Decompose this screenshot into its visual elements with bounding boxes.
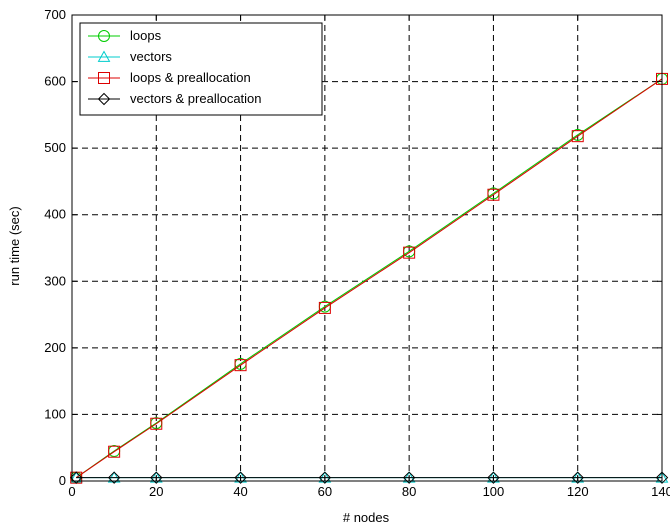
data-point [149,471,163,483]
y-tick-label: 500 [44,140,66,155]
data-point [234,471,247,484]
data-point [655,471,669,484]
data-point [571,471,585,483]
ticks: 0 20 40 60 80 100 120 140 0 100 200 300 400 500 600 700 [44,7,670,499]
x-tick-label: 80 [402,484,416,499]
legend-marker [98,30,110,42]
plot-frame [71,14,663,482]
legend-label: vectors & preallocation [130,91,262,106]
x-tick-label: 0 [68,484,75,499]
y-tick-label: 300 [44,273,66,288]
legend-label: vectors [130,49,172,64]
data-point [69,471,83,483]
y-tick-label: 0 [59,473,66,488]
data-point [150,471,163,484]
legend-entry: vectors & preallocation [88,91,262,106]
legend-box [79,22,323,116]
legend-marker [98,72,110,84]
series-line [75,78,663,479]
data-point [318,471,332,483]
series-line [75,78,663,479]
data-point [234,471,247,483]
y-tick-label: 700 [44,7,66,22]
x-tick-label: 40 [233,484,247,499]
x-tick-label: 140 [651,484,670,499]
y-tick-label: 200 [44,340,66,355]
legend-entry: loops [88,28,162,43]
data-point [571,471,584,484]
data-point [402,471,416,484]
x-tick-label: 100 [483,484,505,499]
x-axis-label: # nodes [343,510,390,525]
legend-label: loops [130,28,162,43]
data-point [403,246,416,259]
data-point [487,471,500,484]
series-group [69,72,669,484]
data-point [487,471,500,483]
data-point [107,471,121,483]
data-point [318,301,331,314]
y-axis-label: run time (sec) [7,206,22,285]
y-tick-label: 100 [44,406,66,421]
data-point [571,130,584,143]
data-point [234,359,247,372]
x-tick-label: 120 [567,484,589,499]
legend-entry: loops & preallocation [88,70,251,85]
x-tick-label: 60 [318,484,332,499]
data-point [655,471,669,483]
y-tick-label: 400 [44,207,66,222]
legend-label: loops & preallocation [130,70,251,85]
data-point [108,445,121,458]
axes-frame [71,14,663,482]
legend-marker [97,92,111,106]
data-point [402,471,416,483]
data-point [318,471,332,484]
legend: loops vectors loops & preallocation vectors… [79,22,323,116]
data-point [150,417,163,430]
y-tick-label: 600 [44,74,66,89]
data-point [70,471,83,484]
data-point [487,188,500,201]
x-tick-label: 20 [149,484,163,499]
legend-marker [97,50,111,62]
legend-entry: vectors [88,49,172,64]
grid [72,15,662,481]
data-point [107,471,121,484]
